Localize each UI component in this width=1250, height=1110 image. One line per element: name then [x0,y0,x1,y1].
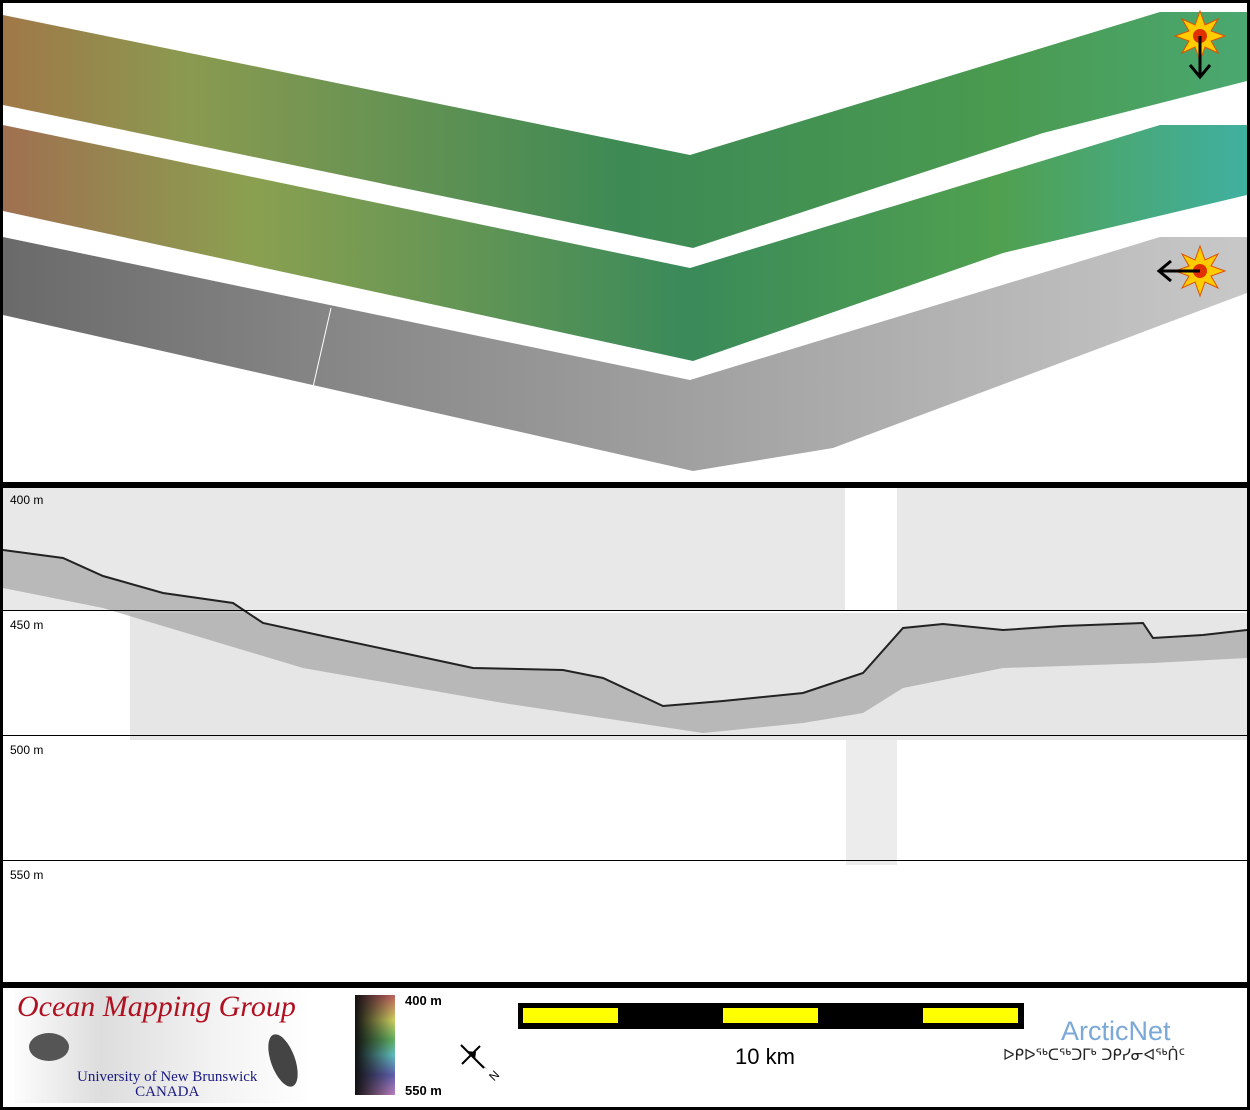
depth-label-450: 450 m [10,618,44,632]
depth-gridline [3,610,1247,611]
depth-label-500: 500 m [10,743,44,757]
bathymetry-swath-upper [3,12,1247,248]
subbottom-profile-panel: 400 m 450 m 500 m 550 m [3,488,1247,982]
scale-label: 10 km [735,1044,795,1069]
backscatter-swath [3,237,1247,471]
colorbar-bottom-label: 550 m [405,1083,442,1098]
arcticnet-syllabics: ᐅᑭᐅᖅᑕᖅᑐᒥᒃ ᑐᑭᓯᓂᐊᖅᑏᑦ [1003,1046,1185,1064]
depth-gridline [3,735,1247,736]
depth-label-550: 550 m [10,868,44,882]
arcticnet-logo: ArcticNet [1061,1016,1171,1046]
seafloor-reflector [3,550,1247,733]
logo-university: University of New Brunswick [77,1069,258,1085]
swaths [3,9,1247,471]
logo-title: Ocean Mapping Group [17,990,296,1023]
footer-legend: Ocean Mapping Group University of New Br… [3,988,1247,1107]
north-arrow-icon: N [460,1044,502,1084]
bathymetry-swath-middle [3,125,1247,361]
arrow-left-icon [1156,259,1200,283]
depth-gridline [3,860,1247,861]
depth-label-400: 400 m [10,493,44,507]
ocean-mapping-group-logo: Ocean Mapping Group University of New Br… [9,988,313,1103]
bathymetry-map-panel [3,3,1247,482]
scale-bar [518,1003,1024,1029]
arrow-down-icon [1188,36,1212,80]
depth-colorbar [355,995,395,1095]
north-label: N [486,1068,502,1084]
profile-echogram [3,488,1247,865]
colorbar-top-label: 400 m [405,993,442,1008]
logo-country: CANADA [135,1084,200,1100]
